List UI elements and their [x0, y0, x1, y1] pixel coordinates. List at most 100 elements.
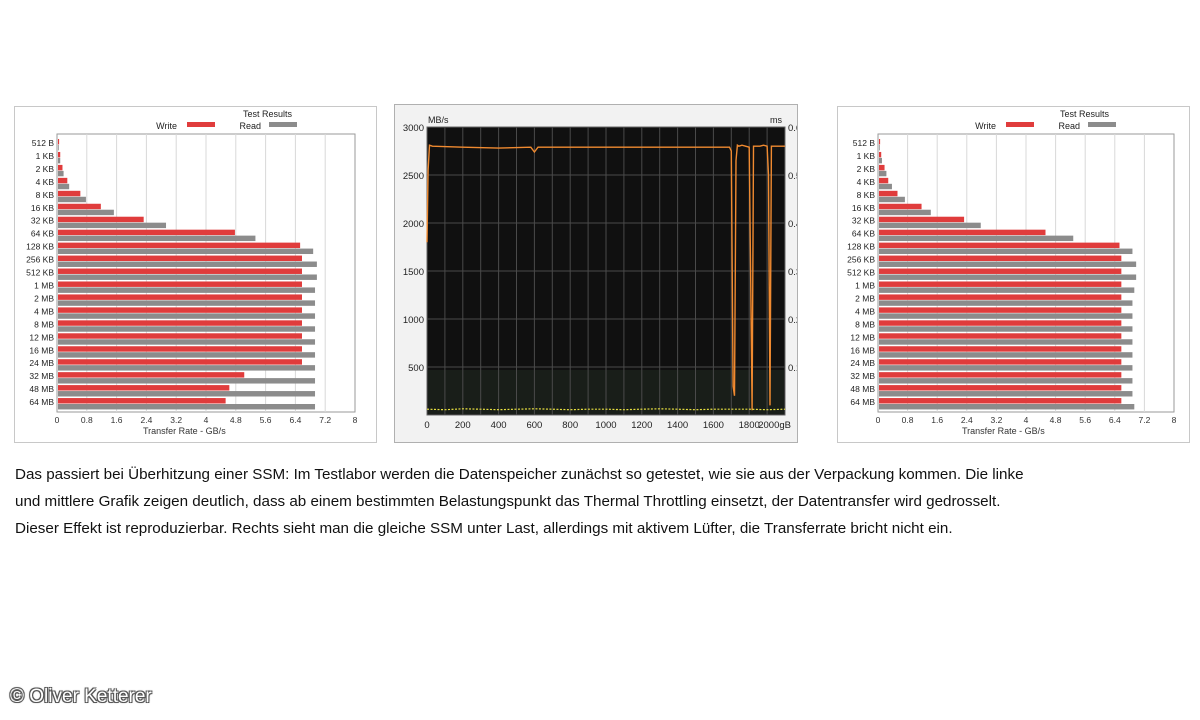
left-bar-read [58, 235, 256, 242]
left-category-label: 4 MB [34, 306, 54, 316]
left-bar-write [58, 139, 60, 145]
left-bar-write [58, 320, 302, 326]
right-bar-read [879, 261, 1137, 267]
left-category-label: 8 MB [34, 319, 54, 329]
right-legend-write-swatch [1006, 122, 1034, 127]
right-x-tick-label: 4 [1024, 415, 1029, 425]
right-category-label: 1 KB [857, 151, 876, 161]
mid-y-left-tick-label: 1500 [403, 267, 424, 278]
left-title: Test Results [243, 109, 293, 119]
right-bar-read [879, 378, 1133, 384]
right-bar-read [879, 404, 1135, 410]
right-x-tick-label: 3.2 [990, 415, 1002, 425]
mid-x-tick-label: 400 [491, 420, 507, 431]
left-bar-read [58, 300, 316, 306]
right-bar-read [879, 183, 892, 190]
right-category-label: 2 MB [855, 293, 875, 303]
right-bar-write [879, 268, 1122, 274]
left-x-tick-label: 4.8 [230, 415, 242, 425]
right-category-label: 4 KB [857, 177, 876, 187]
right-bar-write [879, 385, 1122, 391]
left-bar-write [58, 203, 101, 210]
right-bar-read [879, 352, 1133, 358]
right-bar-write [879, 320, 1122, 326]
left-x-tick-label: 0 [55, 415, 60, 425]
right-category-label: 2 KB [857, 164, 876, 174]
mid-y-left-unit: MB/s [428, 115, 449, 125]
right-bar-write [879, 255, 1122, 262]
left-bar-write [58, 281, 302, 287]
left-x-tick-label: 3.2 [170, 415, 182, 425]
mid-x-tick-label: 1200 [631, 420, 652, 431]
right-legend-read-swatch [1088, 122, 1116, 127]
mid-x-tick-label: 2000gB [758, 420, 791, 431]
left-category-label: 32 MB [29, 371, 54, 381]
left-category-label: 32 KB [31, 216, 54, 226]
mid-x-tick-label: 1800 [739, 420, 760, 431]
left-x-tick-label: 5.6 [260, 415, 272, 425]
mid-x-tick-label: 600 [526, 420, 542, 431]
right-bar-read [879, 235, 1074, 242]
left-category-label: 2 MB [34, 293, 54, 303]
mid-y-right-tick-label: 0.60 [788, 123, 797, 134]
left-bar-write [58, 177, 68, 184]
left-x-tick-label: 2.4 [140, 415, 152, 425]
left-bar-read [58, 274, 317, 280]
left-category-label: 512 KB [26, 268, 54, 278]
right-bar-write [879, 346, 1122, 352]
right-category-label: 16 MB [850, 345, 875, 355]
right-category-label: 512 KB [847, 268, 875, 278]
right-bar-write [879, 281, 1122, 287]
left-legend-write-swatch [187, 122, 215, 127]
middle-line-chart-svg: MB/sms300025002000150010005000.600.500.4… [403, 115, 797, 431]
left-category-label: 1 MB [34, 281, 54, 291]
right-bar-read [879, 157, 882, 164]
right-category-label: 8 MB [855, 319, 875, 329]
caption-line-3: Dieser Effekt ist reproduzierbar. Rechts… [15, 520, 953, 537]
left-bar-read [58, 313, 316, 319]
left-bar-read [58, 365, 316, 371]
left-bar-write [58, 242, 301, 249]
left-bar-write [58, 333, 302, 339]
left-category-label: 8 KB [36, 190, 55, 200]
right-bar-write [879, 177, 889, 184]
mid-x-tick-label: 1000 [595, 420, 616, 431]
mid-y-left-tick-label: 2500 [403, 171, 424, 182]
left-bar-read [58, 157, 61, 164]
left-bar-read [58, 170, 64, 177]
right-bar-read [879, 170, 887, 177]
mid-x-tick-label: 800 [562, 420, 578, 431]
left-x-tick-label: 0.8 [81, 415, 93, 425]
middle-line-chart: MB/sms300025002000150010005000.600.500.4… [394, 104, 798, 443]
right-category-label: 256 KB [847, 255, 875, 265]
left-bar-read [58, 144, 59, 151]
mid-y-right-tick-label: 0.30 [788, 267, 797, 278]
left-bar-read [58, 391, 316, 397]
right-bar-read [879, 248, 1133, 255]
left-category-label: 64 KB [31, 229, 54, 239]
left-category-label: 128 KB [26, 242, 54, 252]
left-bar-write [58, 216, 144, 223]
right-bar-write [879, 216, 965, 223]
right-bar-read [879, 300, 1133, 306]
left-bar-write [58, 190, 81, 197]
left-x-tick-label: 7.2 [319, 415, 331, 425]
right-category-label: 24 MB [850, 358, 875, 368]
right-x-tick-label: 5.6 [1079, 415, 1091, 425]
left-bar-chart-svg: Test Results Write Read 0 0.8 1.6 2.4 3.2 4 4.8 5.… [26, 109, 358, 436]
right-bar-read [879, 209, 931, 216]
right-bar-write [879, 359, 1122, 365]
figure-caption: Das passiert bei Überhitzung einer SSM: … [15, 461, 1190, 542]
right-bar-write [879, 294, 1122, 300]
right-bar-chart: Test Results Write Read 0 0.8 1.6 2.4 3.2 4 4.8 5.… [837, 106, 1190, 443]
mid-series-latency [426, 408, 786, 411]
left-bar-write [58, 346, 302, 352]
left-x-axis-label: Transfer Rate - GB/s [143, 426, 226, 436]
left-bar-write [58, 372, 245, 378]
mid-y-right-tick-label: 0.50 [788, 171, 797, 182]
left-bar-write [58, 229, 235, 236]
left-category-label: 16 MB [29, 345, 54, 355]
left-bar-chart: Test Results Write Read 0 0.8 1.6 2.4 3.2 4 4.8 5.… [14, 106, 377, 443]
right-x-tick-label: 8 [1172, 415, 1177, 425]
right-x-tick-label: 0 [876, 415, 881, 425]
